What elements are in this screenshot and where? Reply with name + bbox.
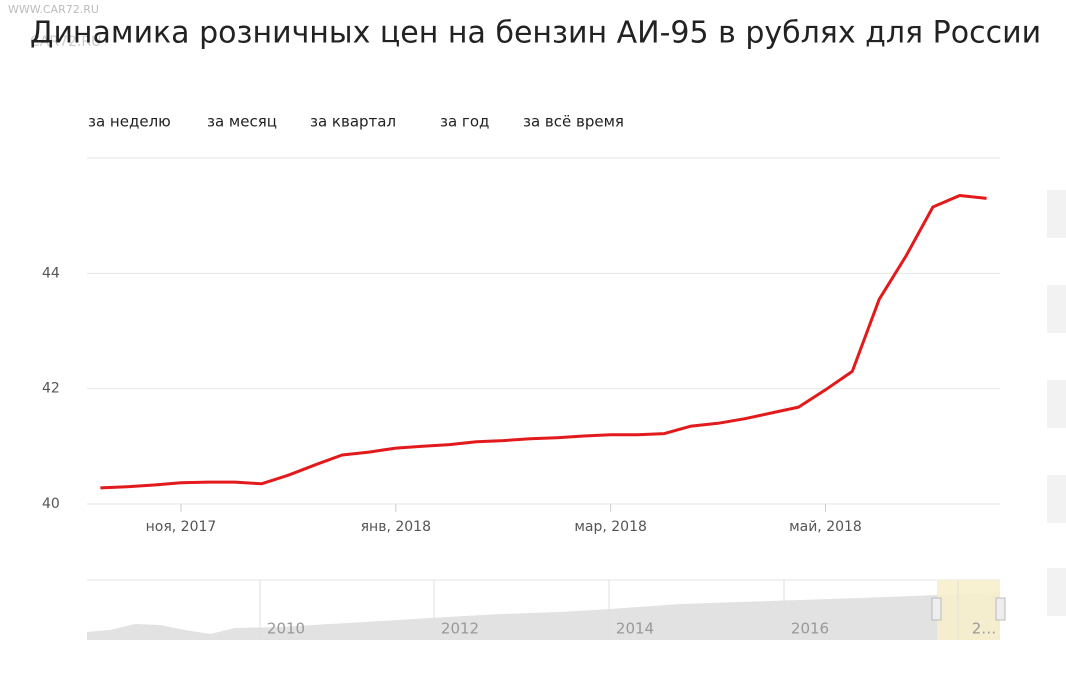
navigator-selection[interactable] — [937, 580, 1000, 640]
y-tick-label: 40 — [42, 496, 60, 512]
side-block — [1047, 568, 1066, 616]
watermark-url: WWW.CAR72.RU — [8, 3, 99, 16]
side-block — [1047, 190, 1066, 238]
range-button[interactable]: за год — [440, 113, 489, 131]
watermark-logo: CAR72.RU — [30, 34, 101, 50]
y-tick-label: 42 — [42, 381, 60, 397]
x-tick-label: май, 2018 — [789, 519, 862, 535]
navigator-label: 2014 — [616, 620, 654, 638]
x-tick-label: янв, 2018 — [361, 519, 431, 535]
navigator: 2010 2012 2014 2016 2… — [87, 579, 1006, 640]
navigator-label: 2… — [972, 620, 997, 638]
chart-title: Динамика розничных цен на бензин АИ-95 в… — [30, 16, 1041, 51]
navigator-label: 2012 — [441, 620, 479, 638]
side-block — [1047, 475, 1066, 523]
range-button[interactable]: за неделю — [88, 113, 171, 131]
navigator-handle[interactable] — [995, 597, 1006, 621]
side-block — [1047, 380, 1066, 428]
navigator-label: 2010 — [267, 620, 305, 638]
range-button[interactable]: за квартал — [310, 113, 396, 131]
y-tick-label: 44 — [42, 265, 60, 281]
range-button[interactable]: за месяц — [207, 113, 277, 131]
x-tick-label: ноя, 2017 — [146, 519, 217, 535]
data-line — [100, 194, 987, 490]
side-panel — [1047, 190, 1066, 616]
range-button[interactable]: за всё время — [523, 113, 624, 131]
range-buttons: за неделю за месяц за квартал за год за … — [88, 113, 624, 131]
side-block — [1047, 285, 1066, 333]
navigator-area — [87, 592, 1000, 640]
navigator-handle[interactable] — [931, 597, 942, 621]
x-tick-label: мар, 2018 — [574, 519, 647, 535]
navigator-label: 2016 — [791, 620, 829, 638]
